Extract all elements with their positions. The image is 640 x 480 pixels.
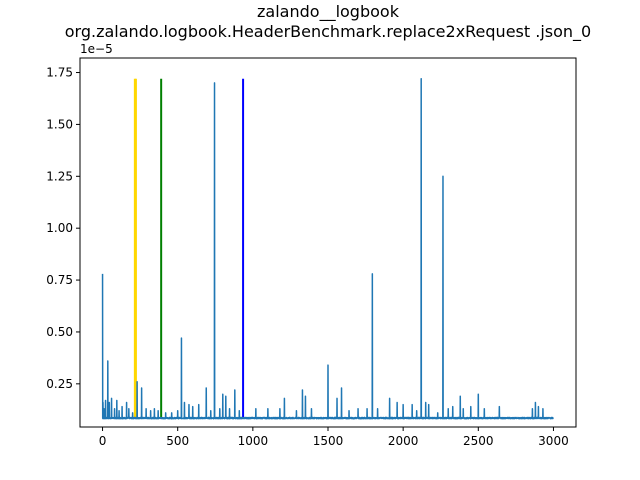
x-tick-label: 2500	[463, 434, 494, 448]
vertical-markers	[133, 78, 245, 419]
series-line	[101, 78, 554, 420]
y-tick-label: 0.50	[46, 325, 73, 339]
y-tick-label: 1.25	[46, 169, 73, 183]
y-tick-label: 1.75	[46, 66, 73, 80]
x-tick-label: 1000	[238, 434, 269, 448]
chart-title-line2: org.zalando.logbook.HeaderBenchmark.repl…	[65, 22, 591, 42]
y-tick-label: 1.00	[46, 221, 73, 235]
chart-title-line1: zalando__logbook	[257, 2, 400, 22]
plot-area	[101, 78, 554, 420]
x-tick-label: 3000	[538, 434, 569, 448]
y-offset-label: 1e−5	[80, 42, 113, 56]
y-tick-label: 0.75	[46, 273, 73, 287]
y-tick-label: 1.50	[46, 117, 73, 131]
x-tick-label: 2000	[388, 434, 419, 448]
x-tick-label: 1500	[313, 434, 344, 448]
y-axis: 0.25 0.50 0.75 1.00 1.25 1.50 1.75	[46, 66, 80, 391]
x-axis: 0 500 1000 1500 2000 2500 3000	[99, 427, 569, 448]
y-tick-label: 0.25	[46, 377, 73, 391]
x-tick-label: 500	[166, 434, 189, 448]
x-tick-label: 0	[99, 434, 107, 448]
